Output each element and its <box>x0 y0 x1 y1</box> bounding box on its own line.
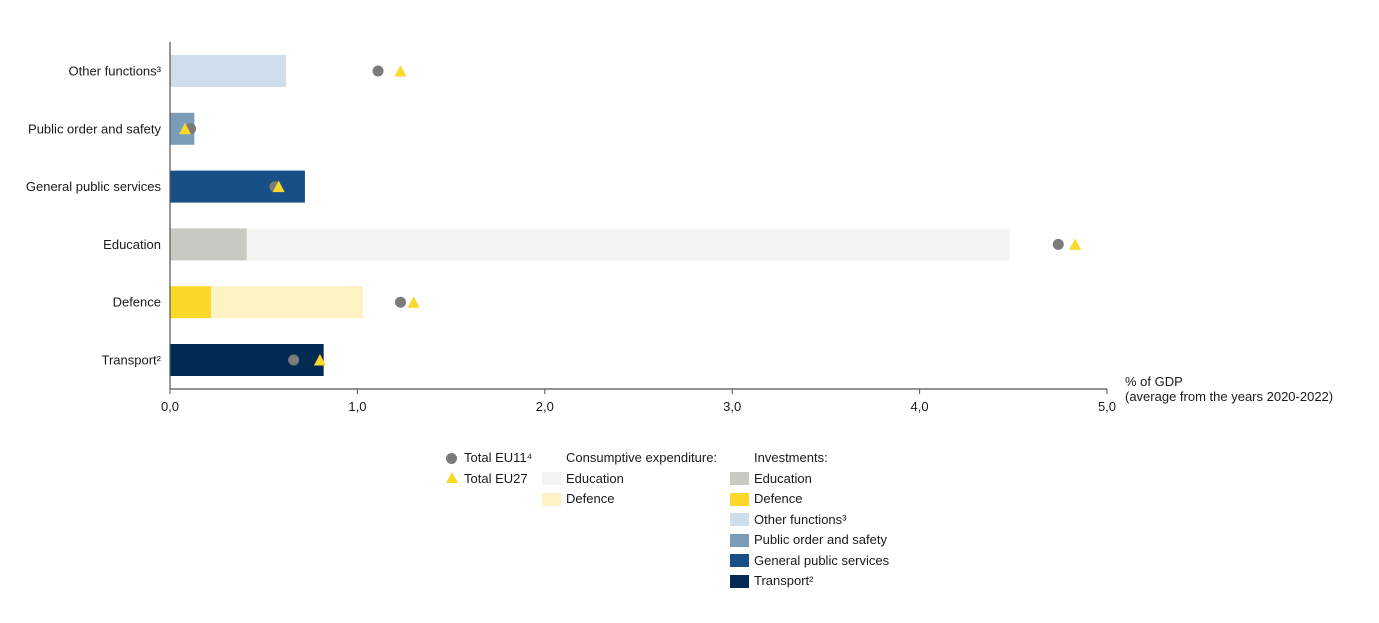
legend-item: Education <box>542 469 717 490</box>
legend-item: Public order and safety <box>730 530 889 551</box>
legend-label: Other functions³ <box>754 511 847 527</box>
bar <box>170 170 305 203</box>
x-tick-label: 1,0 <box>348 399 366 414</box>
legend-item: Education <box>730 469 889 490</box>
legend-spacer <box>542 452 561 465</box>
category-label: Other functions³ <box>69 64 162 79</box>
legend-heading: Consumptive expenditure: <box>542 448 717 469</box>
legend-label: Public order and safety <box>754 532 887 547</box>
legend-item: Other functions³ <box>730 510 889 531</box>
category-label: Public order and safety <box>28 121 161 136</box>
legend-swatch <box>730 472 749 486</box>
bar <box>170 228 247 261</box>
eu27-marker <box>1069 238 1082 250</box>
eu27-marker <box>407 296 420 308</box>
category-label: Transport² <box>102 353 162 368</box>
bars-layer <box>170 55 1010 376</box>
bar <box>170 55 287 87</box>
triangle-marker-icon <box>445 472 459 485</box>
legend-label: Education <box>754 470 812 486</box>
investments-heading: Investments: <box>754 450 828 465</box>
x-tick-label: 2,0 <box>536 399 554 414</box>
legend-item: General public services <box>730 551 889 572</box>
legend-swatch <box>730 554 749 568</box>
x-axis-label: % of GDP <box>1125 374 1183 389</box>
legend-item: Total EU11⁴ <box>445 448 532 469</box>
consumptive-heading: Consumptive expenditure: <box>566 450 718 465</box>
legend-consumptive: Consumptive expenditure: Education Defen… <box>542 448 717 510</box>
category-label: Defence <box>113 295 161 310</box>
category-label: General public services <box>26 179 162 194</box>
x-tick-label: 0,0 <box>161 399 179 414</box>
legend-markers: Total EU11⁴ Total EU27 <box>445 448 532 489</box>
legend-swatch <box>542 472 561 486</box>
legend-swatch <box>730 492 749 506</box>
legend-swatch <box>730 513 749 527</box>
bar <box>170 344 324 376</box>
category-label: Education <box>103 237 161 252</box>
category-labels: Other functions³ Public order and safety G… <box>26 64 162 368</box>
x-axis-label-sub: (average from the years 2020-2022) <box>1125 389 1333 404</box>
x-ticks: 0,0 1,0 2,0 3,0 4,0 5,0 <box>161 389 1116 414</box>
legend-item: Defence <box>542 489 717 510</box>
x-tick-label: 3,0 <box>723 399 741 414</box>
eu11-marker <box>1052 238 1064 250</box>
eu27-marker <box>394 65 407 77</box>
legend-label: Transport² <box>754 573 814 588</box>
legend-label: Defence <box>566 491 615 506</box>
eu11-marker <box>288 354 300 366</box>
legend-label: Education <box>566 470 624 486</box>
x-tick-label: 4,0 <box>911 399 929 414</box>
eu27-marker <box>313 354 326 366</box>
eu11-marker <box>372 65 384 77</box>
legend-heading: Investments: <box>730 448 889 469</box>
legend-swatch <box>730 533 749 547</box>
legend-item: Transport² <box>730 571 889 592</box>
legend-label: Defence <box>754 491 803 506</box>
legend-spacer <box>730 452 749 465</box>
bar <box>246 228 1010 261</box>
bar <box>211 286 364 319</box>
markers-layer <box>178 65 1082 366</box>
bar <box>170 286 212 319</box>
circle-marker-icon <box>445 452 459 465</box>
legend-item: Total EU27 <box>445 469 532 490</box>
legend-label: General public services <box>754 552 890 568</box>
eu11-marker <box>395 296 407 308</box>
legend-label: Total EU27 <box>464 470 528 486</box>
legend-investments: Investments: Education Defence Other fun… <box>730 448 889 592</box>
eu27-marker <box>272 180 285 193</box>
x-tick-label: 5,0 <box>1098 399 1116 414</box>
eu27-marker <box>178 122 191 135</box>
legend-swatch <box>542 492 561 506</box>
legend-item: Defence <box>730 489 889 510</box>
legend-swatch <box>730 574 749 588</box>
legend-label: Total EU11⁴ <box>464 450 533 465</box>
